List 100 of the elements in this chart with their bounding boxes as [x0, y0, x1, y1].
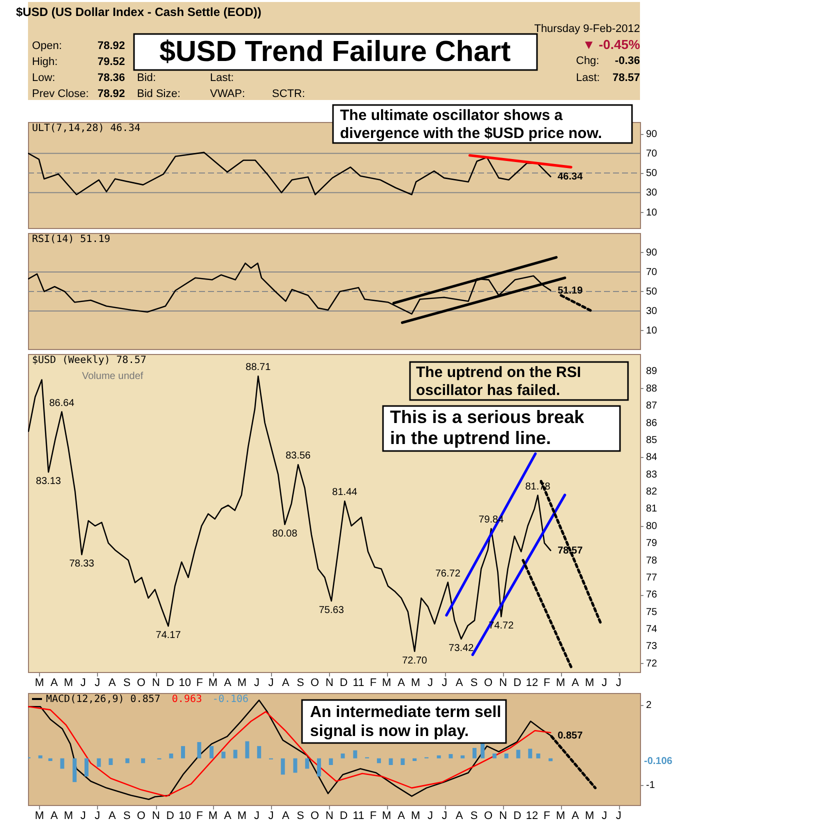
text: SCTR: — [272, 88, 305, 100]
x-tick-label: M — [208, 677, 218, 689]
text: Prev Close: — [32, 88, 89, 100]
text: VWAP: — [210, 88, 246, 100]
x-tick-label: D — [166, 677, 174, 689]
annotation: 83.13 — [36, 476, 62, 488]
annotation: 83.56 — [286, 450, 312, 462]
x-tick-label: M — [410, 677, 420, 689]
y-tick-label: 10 — [646, 325, 658, 336]
text: -0.106 — [212, 694, 249, 705]
text: 78.92 — [97, 88, 125, 100]
x-tick-label: J — [616, 810, 622, 822]
y-tick-label: 79 — [646, 538, 658, 550]
annotation: Volume undef — [82, 371, 144, 382]
x-tick-label: S — [470, 810, 478, 822]
x-tick-label: D — [513, 810, 522, 822]
x-tick-label: M — [237, 810, 247, 822]
x-tick-label: M — [382, 677, 392, 689]
x-tick-label: A — [50, 677, 58, 689]
x-tick-label: O — [310, 677, 320, 689]
x-tick-label: 12 — [526, 677, 538, 689]
text: -0.36 — [614, 55, 640, 67]
annotation: 88.71 — [246, 362, 272, 374]
x-tick-label: A — [224, 677, 232, 689]
x-tick-label: A — [572, 810, 580, 822]
x-tick-label: M — [34, 677, 44, 689]
x-tick-label: M — [556, 810, 566, 822]
x-tick-label: M — [34, 810, 44, 822]
annotation: The uptrend on the RSI oscillator has failed. — [416, 364, 581, 399]
x-tick-label: M — [585, 677, 594, 689]
x-tick-label: J — [428, 677, 434, 689]
x-tick-label: J — [428, 810, 434, 822]
x-tick-label: N — [152, 810, 160, 822]
x-tick-label: J — [442, 810, 448, 822]
text: 78.57 — [612, 72, 640, 84]
y-tick-label: 30 — [646, 188, 658, 199]
y-tick-label: 75 — [646, 606, 658, 618]
x-tick-label: S — [123, 677, 131, 689]
annotation: 80.08 — [272, 528, 298, 540]
x-tick-label: M — [208, 810, 218, 822]
y-tick-label: 87 — [646, 400, 658, 412]
y-tick-label: 50 — [646, 286, 658, 298]
x-tick-label: O — [310, 810, 320, 822]
annotation: 86.64 — [49, 398, 75, 409]
y-tick-label: 10 — [646, 207, 658, 218]
x-tick-label: J — [254, 810, 260, 822]
x-tick-label: S — [296, 677, 304, 689]
text: 79.52 — [97, 56, 125, 68]
y-tick-label: 78 — [646, 555, 658, 566]
annotation: 46.34 — [558, 172, 584, 183]
x-tick-label: A — [50, 810, 58, 822]
y-tick-label: 50 — [646, 168, 658, 180]
annotation: 78.33 — [69, 558, 95, 570]
x-tick-label: S — [123, 810, 131, 822]
x-tick-label: A — [398, 810, 406, 822]
x-tick-label: D — [340, 810, 348, 822]
x-tick-label: F — [370, 677, 377, 689]
annotation: 73.42 — [448, 642, 474, 654]
y-tick-label: 77 — [646, 572, 658, 584]
x-tick-label: 11 — [352, 810, 364, 822]
y-tick-label: 90 — [646, 128, 658, 140]
y-tick-label: 86 — [646, 418, 658, 429]
text: Low: — [32, 72, 56, 84]
x-tick-label: A — [108, 677, 116, 689]
x-tick-label: D — [340, 677, 348, 689]
text: 0.963 — [172, 694, 202, 705]
x-tick-label: F — [543, 810, 550, 822]
text: RSI(14) 51.19 — [32, 234, 110, 245]
x-tick-label: J — [80, 810, 86, 822]
x-tick-label: F — [543, 677, 550, 689]
text: Bid: — [137, 72, 156, 84]
x-tick-label: A — [282, 677, 290, 689]
annotation: This is a serious break in the uptrend line. — [390, 407, 586, 448]
x-tick-label: N — [326, 810, 334, 822]
x-tick-label: N — [499, 810, 508, 822]
y-tick-label: 89 — [646, 366, 658, 378]
legend-label: MACD(12,26,9) 0.857 — [46, 694, 160, 705]
text: Last: — [576, 72, 600, 84]
annotation: 75.63 — [318, 605, 344, 616]
text: Last: — [210, 72, 234, 84]
text: Thursday 9-Feb-2012 — [534, 23, 640, 35]
y-tick-label: 81 — [646, 504, 658, 515]
x-tick-label: O — [484, 677, 494, 689]
x-tick-label: O — [136, 810, 146, 822]
x-tick-label: 12 — [526, 810, 538, 822]
y-tick-label: 76 — [646, 590, 658, 601]
x-tick-label: J — [268, 810, 274, 822]
x-tick-label: S — [296, 810, 304, 822]
x-tick-label: J — [254, 677, 260, 689]
x-tick-label: M — [556, 677, 566, 689]
x-tick-label: D — [166, 810, 174, 822]
x-tick-label: F — [370, 810, 377, 822]
y-tick-label: 88 — [646, 383, 658, 394]
x-tick-label: J — [442, 677, 448, 689]
x-tick-label: J — [268, 677, 274, 689]
x-tick-label: O — [484, 810, 494, 822]
x-tick-label: F — [196, 677, 204, 689]
x-tick-label: M — [64, 677, 74, 689]
y-tick-label: 82 — [646, 486, 658, 498]
x-tick-label: A — [572, 677, 580, 689]
